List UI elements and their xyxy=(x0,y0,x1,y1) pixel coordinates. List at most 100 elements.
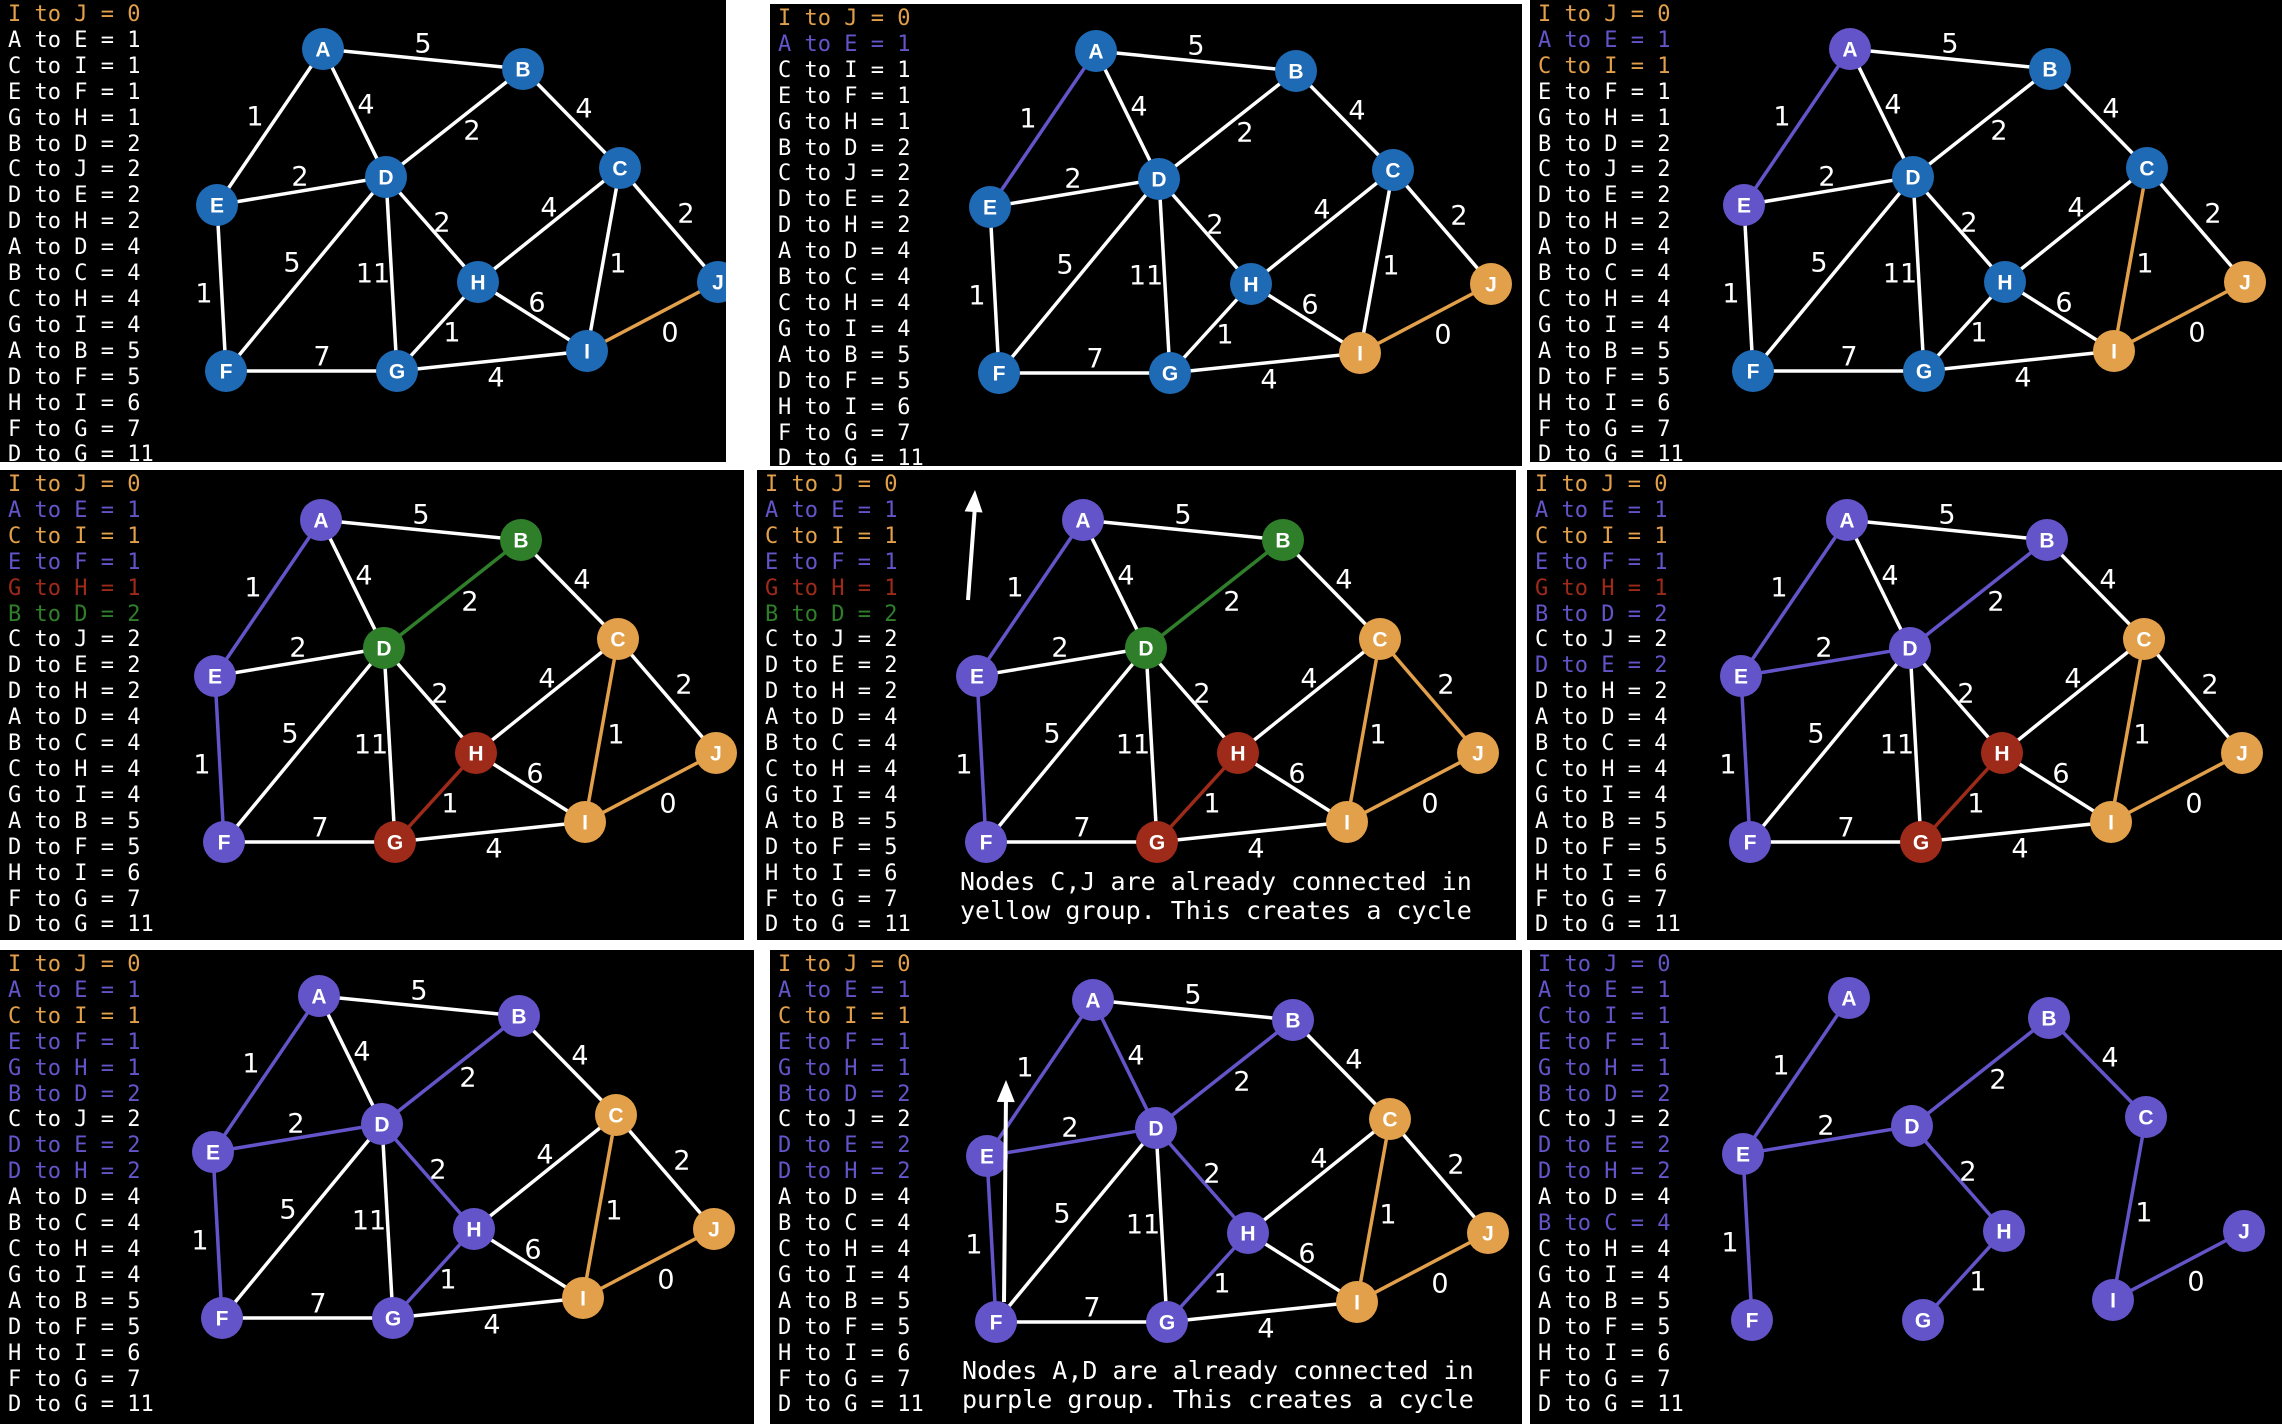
edge-list-item: G to I = 4 xyxy=(765,782,898,808)
node-circle xyxy=(597,618,639,660)
edge-list-item: C to I = 1 xyxy=(8,1003,141,1029)
node-circle xyxy=(1369,1098,1411,1140)
edge-list-item: A to B = 5 xyxy=(765,808,898,834)
node-D: D xyxy=(1138,158,1180,200)
edge-list-item: I to J = 0 xyxy=(8,472,141,497)
node-label: I xyxy=(1354,1292,1360,1315)
edge-D-H xyxy=(1911,175,2007,284)
node-circle xyxy=(1984,261,2026,303)
edge-D-H xyxy=(1144,646,1240,755)
edge-list-item: B to D = 2 xyxy=(1538,1081,1671,1107)
edge-A-B xyxy=(1082,518,1284,542)
node-circle xyxy=(1359,618,1401,660)
edge-weight-label: 1 xyxy=(1969,1267,1986,1298)
node-F: F xyxy=(205,350,247,392)
edge-A-E xyxy=(1739,519,1849,677)
node-circle xyxy=(203,821,245,863)
node-B: B xyxy=(502,48,544,90)
node-label: B xyxy=(511,1006,526,1029)
edge-list-item: B to C = 4 xyxy=(8,731,141,757)
node-circle xyxy=(1891,1105,1933,1147)
edge-weight-label: 2 xyxy=(1206,210,1223,241)
node-circle xyxy=(595,1094,637,1136)
node-F: F xyxy=(201,1297,243,1339)
edge-weight-label: 1 xyxy=(1719,750,1736,781)
node-circle xyxy=(365,156,407,198)
edge-list-item: B to C = 4 xyxy=(778,265,911,291)
edge-C-H xyxy=(474,637,620,755)
edge-C-H xyxy=(1236,637,1382,755)
node-I: I xyxy=(562,1277,604,1319)
edge-weight-label: 5 xyxy=(1938,500,1955,531)
node-I: I xyxy=(2092,1279,2134,1321)
edge-list-item: C to J = 2 xyxy=(8,157,141,183)
edge-B-D xyxy=(1910,1016,2051,1128)
edge-I-J xyxy=(584,751,717,824)
edge-G-I xyxy=(396,349,588,373)
node-label: G xyxy=(1915,1310,1931,1333)
node-circle xyxy=(453,1208,495,1250)
edge-weight-label: 6 xyxy=(1298,1239,1315,1270)
edge-weight-label: 2 xyxy=(1815,633,1832,664)
edge-D-E xyxy=(1742,1124,1913,1156)
node-D: D xyxy=(363,627,405,669)
edge-weight-label: 2 xyxy=(1990,116,2007,147)
node-label: G xyxy=(389,361,405,384)
edge-list-item: A to D = 4 xyxy=(8,235,141,261)
node-C: C xyxy=(2125,1096,2167,1138)
edge-B-D xyxy=(1157,69,1298,181)
edge-weight-label: 2 xyxy=(1061,1113,1078,1144)
edge-list-item: A to B = 5 xyxy=(1535,808,1668,834)
edge-weight-label: 2 xyxy=(429,1155,446,1186)
edge-D-H xyxy=(1910,1124,2006,1233)
node-F: F xyxy=(975,1301,1017,1343)
edge-list-item: H to I = 6 xyxy=(778,394,911,420)
edge-list-item: F to G = 7 xyxy=(778,1366,911,1392)
edge-A-D xyxy=(1094,50,1161,180)
node-circle xyxy=(500,519,542,561)
node-E: E xyxy=(194,655,236,697)
edge-weight-label: 1 xyxy=(439,1265,456,1296)
node-C: C xyxy=(595,1094,637,1136)
edge-weight-label: 1 xyxy=(607,720,624,751)
edge-A-E xyxy=(1741,997,1851,1155)
edge-E-F xyxy=(985,1155,998,1323)
edge-D-E xyxy=(976,646,1147,678)
edge-list-item: A to B = 5 xyxy=(8,808,141,834)
node-J: J xyxy=(1470,263,1512,305)
edge-weight-label: 1 xyxy=(1213,1269,1230,1300)
edge-weight-label: 7 xyxy=(313,342,330,373)
edge-C-H xyxy=(472,1113,618,1231)
node-circle xyxy=(205,350,247,392)
node-circle xyxy=(298,975,340,1017)
edge-weight-label: 4 xyxy=(540,193,557,224)
node-label: H xyxy=(1230,743,1245,766)
edge-list-item: D to H = 2 xyxy=(765,679,898,705)
edge-weight-label: 1 xyxy=(605,1196,622,1227)
node-label: A xyxy=(311,986,326,1009)
edge-G-I xyxy=(1920,820,2112,844)
edge-weight-label: 4 xyxy=(1300,664,1317,695)
edge-C-J xyxy=(616,637,718,755)
edge-B-C xyxy=(521,67,622,170)
edge-H-I xyxy=(2004,280,2115,353)
edge-C-J xyxy=(2145,166,2247,284)
edge-D-G xyxy=(1157,178,1172,374)
node-circle xyxy=(695,732,737,774)
node-circle xyxy=(1062,499,1104,541)
edge-A-D xyxy=(317,995,384,1125)
edge-A-D xyxy=(319,519,386,649)
edge-D-G xyxy=(382,647,397,843)
node-B: B xyxy=(2026,519,2068,561)
node-label: I xyxy=(2110,1290,2116,1313)
edge-B-C xyxy=(1291,1018,1392,1121)
edge-weight-label: 11 xyxy=(1880,730,1914,761)
cycle-note: Nodes C,J are already connected in yello… xyxy=(960,867,1472,925)
node-label: J xyxy=(1482,1223,1494,1246)
edge-list-item: E to F = 1 xyxy=(765,549,898,575)
edge-C-I xyxy=(585,167,622,352)
edge-list-item: B to C = 4 xyxy=(765,731,898,757)
edge-weight-label: 1 xyxy=(955,750,972,781)
